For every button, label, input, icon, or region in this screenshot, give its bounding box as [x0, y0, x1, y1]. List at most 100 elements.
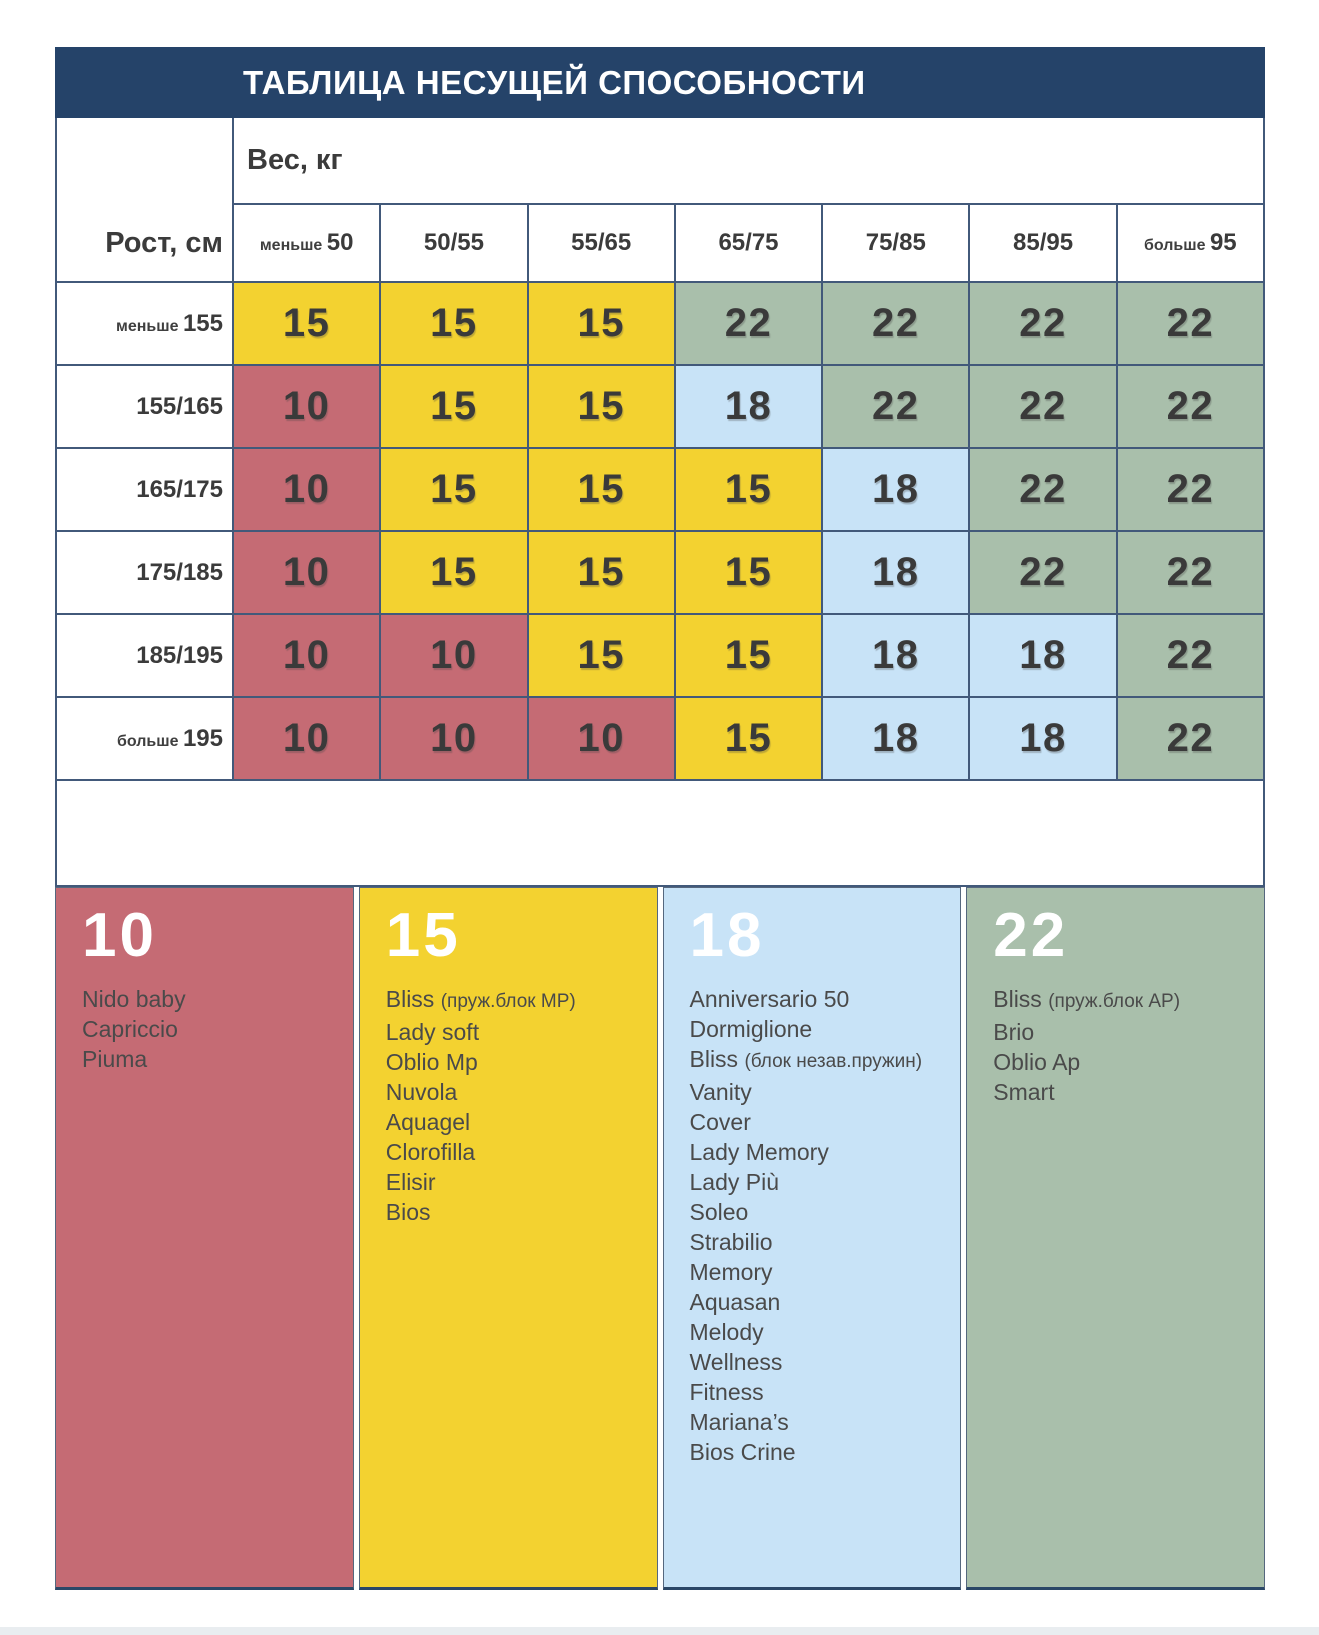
legend-item: Bios Crine	[690, 1437, 945, 1467]
product-name: Aquagel	[385, 1109, 471, 1136]
legend-column: 10 Nido baby Capriccio Piuma	[55, 887, 354, 1590]
table-body: Вес, кг Рост, см меньше 50 50/55 55/65 65/7…	[55, 118, 1265, 887]
page-title: ТАБЛИЦА НЕСУЩЕЙ СПОСОБНОСТИ	[243, 63, 866, 101]
height-row-label-text: меньше 155	[116, 310, 223, 338]
weight-header-row: Вес, кг	[57, 118, 1263, 205]
weight-header-label: Вес, кг	[247, 144, 343, 176]
legend-items: Bliss (пруж.блок MP) Lady soft Oblio Mp Nuv…	[386, 984, 641, 1227]
height-row-label: 175/185	[57, 532, 232, 615]
legend-item: Nuvola	[386, 1077, 641, 1107]
capacity-cell: 10	[379, 698, 527, 781]
capacity-cell: 22	[968, 283, 1116, 366]
legend-item: Oblio Mp	[386, 1047, 641, 1077]
capacity-cell: 15	[379, 532, 527, 615]
capacity-cell: 22	[673, 283, 822, 366]
legend: 10 Nido baby Capriccio Piuma 15 Bliss (пруж.б…	[55, 887, 1265, 1590]
capacity-cell: 15	[379, 366, 527, 449]
product-name: Clorofilla	[385, 1139, 476, 1166]
legend-item: Lady Più	[690, 1167, 945, 1197]
weight-col-value: 85/95	[1013, 229, 1074, 256]
weight-col-header: больше 95	[1115, 205, 1263, 283]
capacity-table: ТАБЛИЦА НЕСУЩЕЙ СПОСОБНОСТИ Вес, кг Рост…	[55, 47, 1265, 887]
height-row-value: 195	[182, 724, 223, 752]
capacity-cell: 15	[673, 449, 822, 532]
weight-col-header: 50/55	[379, 205, 527, 283]
height-row: меньше 155 15 15 15 22 22 22 22	[57, 283, 1263, 366]
height-row-label-text: 175/185	[136, 559, 223, 587]
product-note: (пруж.блок AP)	[1048, 991, 1181, 1013]
capacity-cell: 10	[232, 366, 380, 449]
height-row: 175/185 10 15 15 15 18 22 22	[57, 532, 1263, 615]
height-row-value: 185/195	[136, 641, 223, 669]
height-row-value: 165/175	[136, 475, 223, 503]
capacity-cell: 18	[821, 532, 969, 615]
weight-col-value: 50/55	[423, 229, 484, 256]
weight-col-header: 85/95	[968, 205, 1116, 283]
weight-col-header: меньше 50	[232, 205, 380, 283]
product-note: (пруж.блок MP)	[440, 991, 576, 1013]
table-title-bar: ТАБЛИЦА НЕСУЩЕЙ СПОСОБНОСТИ	[55, 47, 1265, 118]
height-row-label: больше 195	[57, 698, 232, 781]
weight-col-label: 50/55	[424, 229, 484, 257]
height-row: 185/195 10 10 15 15 18 18 22	[57, 615, 1263, 698]
product-name: Piuma	[82, 1046, 148, 1073]
height-row-value: 175/185	[136, 558, 223, 586]
legend-value: 22	[993, 901, 1069, 970]
legend-item: Elisir	[386, 1167, 641, 1197]
legend-items: Nido baby Capriccio Piuma	[82, 984, 337, 1074]
weight-col-value: 65/75	[718, 229, 779, 256]
bottom-strip	[0, 1627, 1319, 1635]
capacity-cell: 15	[526, 283, 674, 366]
legend-item: Brio	[993, 1017, 1248, 1047]
product-name: Bliss	[689, 1046, 739, 1073]
product-name: Bios	[385, 1199, 431, 1226]
weight-col-header: 75/85	[821, 205, 969, 283]
legend-item: Capriccio	[82, 1014, 337, 1044]
height-row-label: меньше 155	[57, 283, 232, 366]
capacity-cell: 22	[1115, 698, 1263, 781]
product-name: Bliss	[993, 986, 1042, 1013]
capacity-cell: 22	[968, 366, 1116, 449]
product-name: Oblio Ap	[993, 1049, 1081, 1076]
height-row-label-text: 155/165	[136, 393, 223, 421]
weight-col-label: 75/85	[866, 229, 926, 257]
legend-item: Piuma	[82, 1044, 337, 1074]
product-name: Nido baby	[82, 986, 186, 1013]
legend-item: Bios	[386, 1197, 641, 1227]
weight-col-prefix: больше	[1144, 237, 1206, 254]
height-row-value: 155	[182, 309, 223, 337]
legend-item: Aquagel	[386, 1107, 641, 1137]
height-row-label: 165/175	[57, 449, 232, 532]
legend-items: Anniversario 50 Dormiglione Bliss (блок не…	[690, 984, 945, 1467]
product-name: Dormiglione	[689, 1016, 813, 1043]
legend-item: Clorofilla	[386, 1137, 641, 1167]
legend-column: 22 Bliss (пруж.блок AP) Brio Oblio Ap Smart	[966, 887, 1265, 1590]
height-row: 155/165 10 15 15 18 22 22 22	[57, 366, 1263, 449]
height-row: 165/175 10 15 15 15 18 22 22	[57, 449, 1263, 532]
table-data-rows: меньше 155 15 15 15 22 22 22 22 155/165 10 15 15 18 2…	[57, 283, 1263, 781]
height-row-label-text: 185/195	[136, 642, 223, 670]
product-name: Lady Memory	[689, 1139, 829, 1166]
height-header-label: Рост, см	[105, 226, 223, 259]
capacity-cell: 10	[526, 698, 674, 781]
legend-item: Mariana’s	[690, 1407, 945, 1437]
product-name: Brio	[993, 1019, 1035, 1046]
corner-spacer	[57, 118, 232, 205]
capacity-cell: 18	[968, 615, 1116, 698]
legend-item: Anniversario 50	[690, 984, 945, 1014]
product-note: (блок незав.пружин)	[744, 1051, 923, 1073]
weight-col-prefix: меньше	[259, 237, 323, 254]
height-row-label: 185/195	[57, 615, 232, 698]
legend-value: 18	[689, 901, 765, 970]
legend-item: Lady soft	[386, 1017, 641, 1047]
legend-item: Bliss (пруж.блок AP)	[993, 984, 1248, 1017]
product-name: Lady Più	[689, 1169, 780, 1196]
legend-column: 18 Anniversario 50 Dormiglione Bliss (блок …	[662, 887, 962, 1590]
height-row-value: 155/165	[136, 392, 223, 420]
capacity-cell: 15	[232, 283, 380, 366]
legend-item: Bliss (пруж.блок MP)	[386, 984, 641, 1017]
legend-item: Aquasan	[690, 1287, 945, 1317]
capacity-cell: 22	[821, 366, 969, 449]
product-name: Smart	[993, 1079, 1055, 1106]
legend-item: Smart	[993, 1077, 1248, 1107]
